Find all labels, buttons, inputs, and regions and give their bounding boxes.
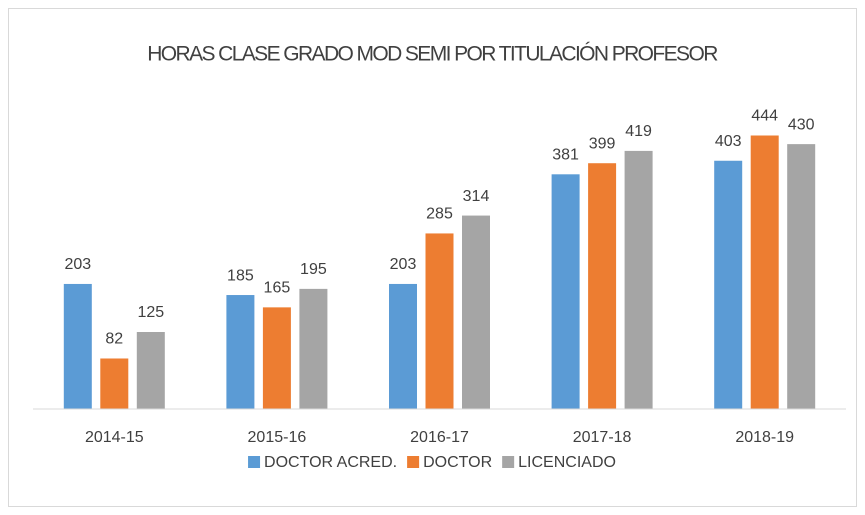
bar [63, 283, 92, 409]
data-label: 203 [390, 256, 417, 273]
x-tick-label: 2014-15 [85, 429, 144, 446]
legend-label: LICENCIADO [518, 454, 616, 471]
data-label: 165 [264, 280, 291, 297]
data-label: 381 [552, 147, 579, 164]
data-label: 314 [463, 188, 490, 205]
bar [714, 160, 743, 409]
bar [462, 215, 490, 409]
bar [136, 332, 165, 409]
bar [588, 163, 617, 409]
legend-swatch [502, 456, 515, 468]
legend-swatch [407, 456, 420, 468]
data-label: 403 [715, 133, 742, 150]
bar [787, 144, 816, 409]
bar [100, 358, 129, 409]
chart-title: HORAS CLASE GRADO MOD SEMI POR TITULACIÓ… [147, 43, 718, 66]
legend-label: DOCTOR [423, 454, 492, 471]
data-label: 125 [137, 304, 164, 321]
bar [389, 283, 417, 409]
data-label: 399 [589, 135, 616, 152]
x-tick-label: 2017-18 [573, 429, 632, 446]
data-label: 195 [300, 261, 327, 278]
x-tick-label: 2018-19 [735, 429, 794, 446]
bar [551, 174, 580, 409]
x-tick-label: 2015-16 [248, 429, 307, 446]
data-label: 82 [105, 331, 123, 348]
legend-swatch [248, 456, 261, 468]
bar [750, 135, 779, 409]
bar [226, 295, 255, 409]
data-label: 430 [788, 116, 815, 133]
data-label: 444 [751, 108, 778, 125]
x-tick-label: 2016-17 [410, 429, 469, 446]
legend-label: DOCTOR ACRED. [264, 454, 397, 471]
data-label: 285 [426, 206, 453, 223]
bar [262, 307, 291, 409]
bar [299, 288, 328, 409]
bar [624, 150, 653, 409]
data-label: 185 [227, 267, 254, 284]
data-label: 419 [625, 123, 652, 140]
bar [425, 233, 454, 409]
data-label: 203 [64, 256, 91, 273]
